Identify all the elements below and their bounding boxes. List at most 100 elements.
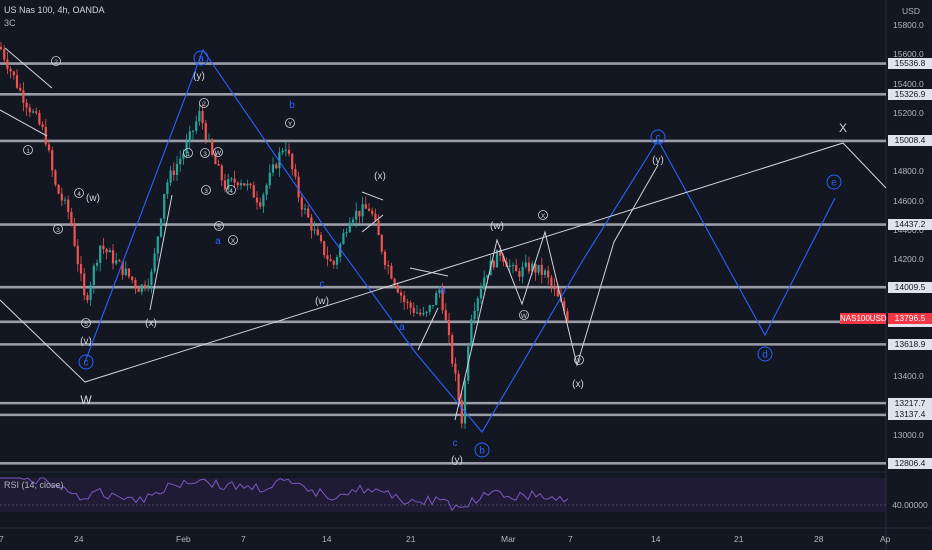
label-X: X (839, 121, 847, 135)
label-W: W (80, 393, 92, 407)
candle-body (563, 301, 566, 312)
candle-body (556, 289, 559, 297)
candle-body (313, 229, 316, 231)
candle-body (495, 249, 499, 268)
candle-body (511, 265, 515, 267)
label-b-small-2: b (440, 286, 446, 297)
candle-body (303, 208, 307, 210)
candle-body (12, 71, 15, 76)
candle-body (121, 261, 124, 275)
candle-body (339, 243, 342, 258)
circled-numeral: 5 (81, 318, 91, 328)
circled-numeral: W (213, 147, 223, 157)
candle-body (524, 262, 527, 267)
wave-label-a-circled: a (193, 50, 209, 66)
label-y-2: (y) (451, 455, 463, 466)
candle-body (137, 287, 140, 292)
chart-header: US Nas 100, 4h, OANDA 3C (4, 4, 105, 30)
chart-title: US Nas 100, 4h, OANDA (4, 5, 105, 15)
time-tick: 21 (734, 534, 744, 544)
candle-body (204, 123, 207, 140)
candle-body (92, 265, 95, 286)
candle-body (540, 264, 543, 275)
candle-body (227, 179, 230, 190)
candle-body (284, 149, 287, 151)
svg-text:3: 3 (56, 227, 60, 234)
candle-body (19, 87, 22, 91)
candle-body (220, 165, 223, 181)
candle-body (79, 264, 83, 274)
candle-body (483, 277, 486, 290)
candle-body (76, 245, 79, 265)
candle-body (566, 311, 569, 322)
candle-body (57, 184, 60, 194)
time-tick: 28 (814, 534, 824, 544)
candle-body (25, 102, 28, 108)
wave-label-e-circled: e (826, 174, 842, 190)
label-x-2: (x) (374, 171, 386, 182)
candle-body (428, 305, 431, 312)
candle-body (89, 285, 92, 301)
candle-body (60, 193, 63, 201)
candle-body (335, 257, 339, 265)
candle-body (399, 292, 403, 296)
candle-body (147, 285, 150, 288)
candle-body (326, 255, 329, 260)
candle-body (364, 204, 367, 209)
candle-body (214, 154, 217, 165)
circled-numerals: 2 1 4 3 5 2 1 3 4 3 5 X Y W W X Y (23, 56, 584, 365)
circled-numeral: 4 (74, 188, 84, 198)
channel-line-3 (361, 214, 384, 233)
level-tag: 15008.4 (888, 135, 932, 147)
label-w-2: (w) (315, 296, 329, 307)
candle-body (406, 301, 409, 303)
price-tick: 15800.0 (893, 20, 924, 30)
white-wave-path-3 (0, 109, 48, 137)
candle-body (243, 183, 246, 186)
candle-body (550, 277, 553, 286)
svg-text:1: 1 (26, 148, 30, 155)
svg-text:d: d (762, 350, 768, 361)
candle-body (172, 170, 175, 175)
candle-body (451, 335, 454, 364)
svg-text:X: X (231, 238, 236, 245)
candle-body (134, 280, 137, 288)
label-c-small-2: c (453, 438, 458, 449)
candle-body (108, 250, 111, 253)
candle-body (22, 90, 25, 103)
candle-body (291, 153, 294, 170)
candle-body (191, 130, 195, 132)
level-tag: 13217.7 (888, 397, 932, 409)
svg-text:b: b (479, 446, 485, 457)
candle-body (547, 270, 550, 278)
candle-body (239, 183, 243, 186)
candle-body (201, 111, 204, 124)
candle-body (252, 185, 255, 198)
candle-body (537, 264, 540, 273)
candle-body (211, 139, 214, 155)
candle-body (499, 249, 502, 256)
level-tag: 12806.4 (888, 457, 932, 469)
candle-body (63, 199, 67, 201)
price-tick: 15600.0 (893, 49, 924, 60)
candle-body (159, 218, 163, 237)
wave-label-b-circled: b (474, 442, 490, 458)
candle-body (380, 235, 383, 252)
circled-numeral: 3 (53, 224, 63, 234)
candle-body (342, 233, 345, 244)
candle-body (332, 261, 335, 265)
price-tick: 15400.0 (893, 78, 924, 89)
candle-body (9, 68, 12, 72)
svg-text:e: e (831, 178, 837, 189)
channel-line-2 (361, 191, 384, 201)
candle-body (387, 265, 390, 267)
level-tag: 14009.5 (888, 281, 932, 293)
channel-line-1 (4, 47, 53, 89)
candle-body (230, 178, 233, 180)
candle-body (367, 208, 371, 211)
candle-body (419, 312, 422, 315)
svg-text:c: c (656, 133, 661, 144)
candle-body (287, 149, 291, 154)
candle-body (454, 363, 457, 374)
